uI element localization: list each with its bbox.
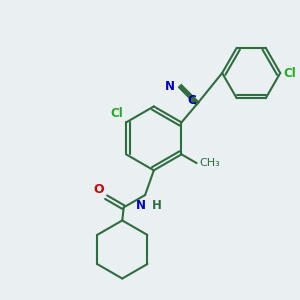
Text: Cl: Cl bbox=[283, 67, 296, 80]
Text: Cl: Cl bbox=[110, 107, 123, 120]
Text: C: C bbox=[187, 94, 196, 107]
Text: H: H bbox=[152, 199, 161, 212]
Text: N: N bbox=[136, 199, 146, 212]
Text: CH₃: CH₃ bbox=[199, 158, 220, 168]
Text: O: O bbox=[93, 183, 104, 196]
Text: N: N bbox=[165, 80, 175, 93]
